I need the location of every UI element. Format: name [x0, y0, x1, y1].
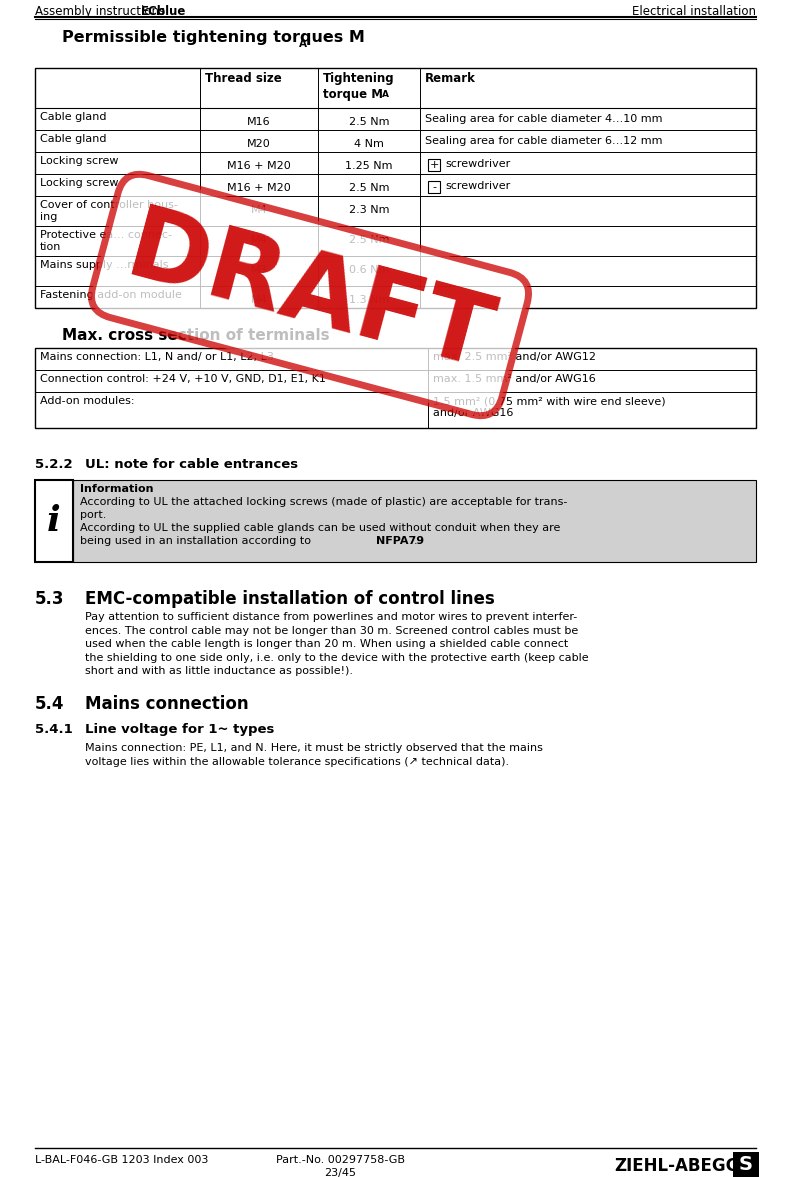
- Text: Cover of controller hous-
ing: Cover of controller hous- ing: [40, 200, 178, 222]
- Text: M16 + M20: M16 + M20: [227, 182, 291, 193]
- Text: According to UL the attached locking screws (made of plastic) are acceptable for: According to UL the attached locking scr…: [80, 497, 567, 507]
- Text: Permissible tightening torques M: Permissible tightening torques M: [62, 29, 365, 45]
- Text: NFPA79: NFPA79: [376, 536, 424, 546]
- Text: Sealing area for cable diameter 4…10 mm: Sealing area for cable diameter 4…10 mm: [425, 114, 663, 124]
- Text: 2.3 Nm: 2.3 Nm: [349, 205, 389, 215]
- Text: screwdriver: screwdriver: [445, 181, 510, 191]
- Text: being used in an installation according to: being used in an installation according …: [80, 536, 315, 546]
- Text: M4: M4: [251, 235, 267, 245]
- Text: max. 1.5 mm² and/or AWG16: max. 1.5 mm² and/or AWG16: [433, 374, 596, 384]
- Text: A: A: [299, 39, 307, 49]
- Text: 2.5 Nm: 2.5 Nm: [349, 117, 389, 127]
- Text: ZIEHL-ABEGG: ZIEHL-ABEGG: [614, 1157, 740, 1175]
- Text: screwdriver: screwdriver: [445, 159, 510, 169]
- Text: 5.4.1: 5.4.1: [35, 723, 73, 736]
- Text: M16: M16: [247, 117, 271, 127]
- Text: Cable gland: Cable gland: [40, 112, 107, 122]
- Text: .: .: [414, 536, 418, 546]
- Bar: [35, 348, 756, 428]
- Text: S: S: [739, 1156, 753, 1175]
- Text: 5.3: 5.3: [35, 590, 65, 609]
- Text: Max. cross section of terminals: Max. cross section of terminals: [62, 328, 330, 343]
- Text: M3: M3: [251, 265, 267, 275]
- Text: Locking screw: Locking screw: [40, 178, 119, 188]
- Text: 1.3 Nm: 1.3 Nm: [349, 295, 389, 305]
- Text: 1.25 Nm: 1.25 Nm: [345, 161, 393, 171]
- Text: EMC-compatible installation of control lines: EMC-compatible installation of control l…: [85, 590, 494, 609]
- Text: Part.-No. 00297758-GB: Part.-No. 00297758-GB: [275, 1155, 404, 1165]
- Text: 5.2.2: 5.2.2: [35, 458, 73, 471]
- Text: i: i: [47, 504, 61, 538]
- Text: 4 Nm: 4 Nm: [354, 139, 384, 149]
- Text: -: -: [432, 182, 436, 192]
- Text: +: +: [430, 160, 439, 169]
- Text: Electrical installation: Electrical installation: [632, 5, 756, 18]
- Text: port.: port.: [80, 510, 106, 520]
- Bar: [428, 159, 440, 171]
- Text: Add-on modules:: Add-on modules:: [40, 395, 134, 406]
- Text: Locking screw: Locking screw: [40, 157, 119, 166]
- Text: 1.5 mm² (0.75 mm² with wire end sleeve)
and/or AWG16: 1.5 mm² (0.75 mm² with wire end sleeve) …: [433, 395, 665, 418]
- Text: Cable gland: Cable gland: [40, 134, 107, 144]
- Text: Mains connection: Mains connection: [85, 694, 248, 713]
- Bar: [73, 480, 756, 561]
- Text: L-BAL-F046-GB 1203 Index 003: L-BAL-F046-GB 1203 Index 003: [35, 1155, 208, 1165]
- Text: M4: M4: [251, 295, 267, 305]
- Text: UL: note for cable entrances: UL: note for cable entrances: [85, 458, 298, 471]
- Text: Protective ea… connec-
tion: Protective ea… connec- tion: [40, 230, 172, 252]
- Text: 0.6 Nm: 0.6 Nm: [349, 265, 389, 275]
- Text: 2.5 Nm: 2.5 Nm: [349, 235, 389, 245]
- Text: max. 2.5 mm² and/or AWG12: max. 2.5 mm² and/or AWG12: [433, 352, 596, 363]
- Text: M4: M4: [251, 205, 267, 215]
- Text: 2.5 Nm: 2.5 Nm: [349, 182, 389, 193]
- Text: Assembly instructions: Assembly instructions: [35, 5, 168, 18]
- Text: Pay attention to sufficient distance from powerlines and motor wires to prevent : Pay attention to sufficient distance fro…: [85, 612, 589, 677]
- Text: M16 + M20: M16 + M20: [227, 161, 291, 171]
- Text: DRAFT: DRAFT: [117, 200, 503, 391]
- Bar: [35, 480, 73, 561]
- Text: Mains connection: L1, N and/ or L1, L2, L3: Mains connection: L1, N and/ or L1, L2, …: [40, 352, 274, 363]
- Text: Mains supply …rminals: Mains supply …rminals: [40, 260, 168, 270]
- Text: Fastening add-on module: Fastening add-on module: [40, 290, 182, 300]
- Text: Tightening
torque M: Tightening torque M: [323, 72, 395, 101]
- Text: Connection control: +24 V, +10 V, GND, D1, E1, K1: Connection control: +24 V, +10 V, GND, D…: [40, 374, 326, 384]
- Text: 23/45: 23/45: [324, 1168, 356, 1177]
- Text: Information: Information: [80, 484, 153, 494]
- Text: Sealing area for cable diameter 6…12 mm: Sealing area for cable diameter 6…12 mm: [425, 137, 663, 146]
- Bar: [733, 1152, 759, 1177]
- Text: ECblue: ECblue: [141, 5, 187, 18]
- Text: Mains connection: PE, L1, and N. Here, it must be strictly observed that the mai: Mains connection: PE, L1, and N. Here, i…: [85, 743, 543, 766]
- Text: A: A: [382, 89, 389, 99]
- Bar: [428, 181, 440, 193]
- Text: Line voltage for 1~ types: Line voltage for 1~ types: [85, 723, 274, 736]
- Bar: [35, 68, 756, 308]
- Text: According to UL the supplied cable glands can be used without conduit when they : According to UL the supplied cable gland…: [80, 523, 560, 533]
- Text: Remark: Remark: [425, 72, 476, 85]
- Text: Thread size: Thread size: [205, 72, 282, 85]
- Text: 5.4: 5.4: [35, 694, 65, 713]
- Text: M20: M20: [247, 139, 271, 149]
